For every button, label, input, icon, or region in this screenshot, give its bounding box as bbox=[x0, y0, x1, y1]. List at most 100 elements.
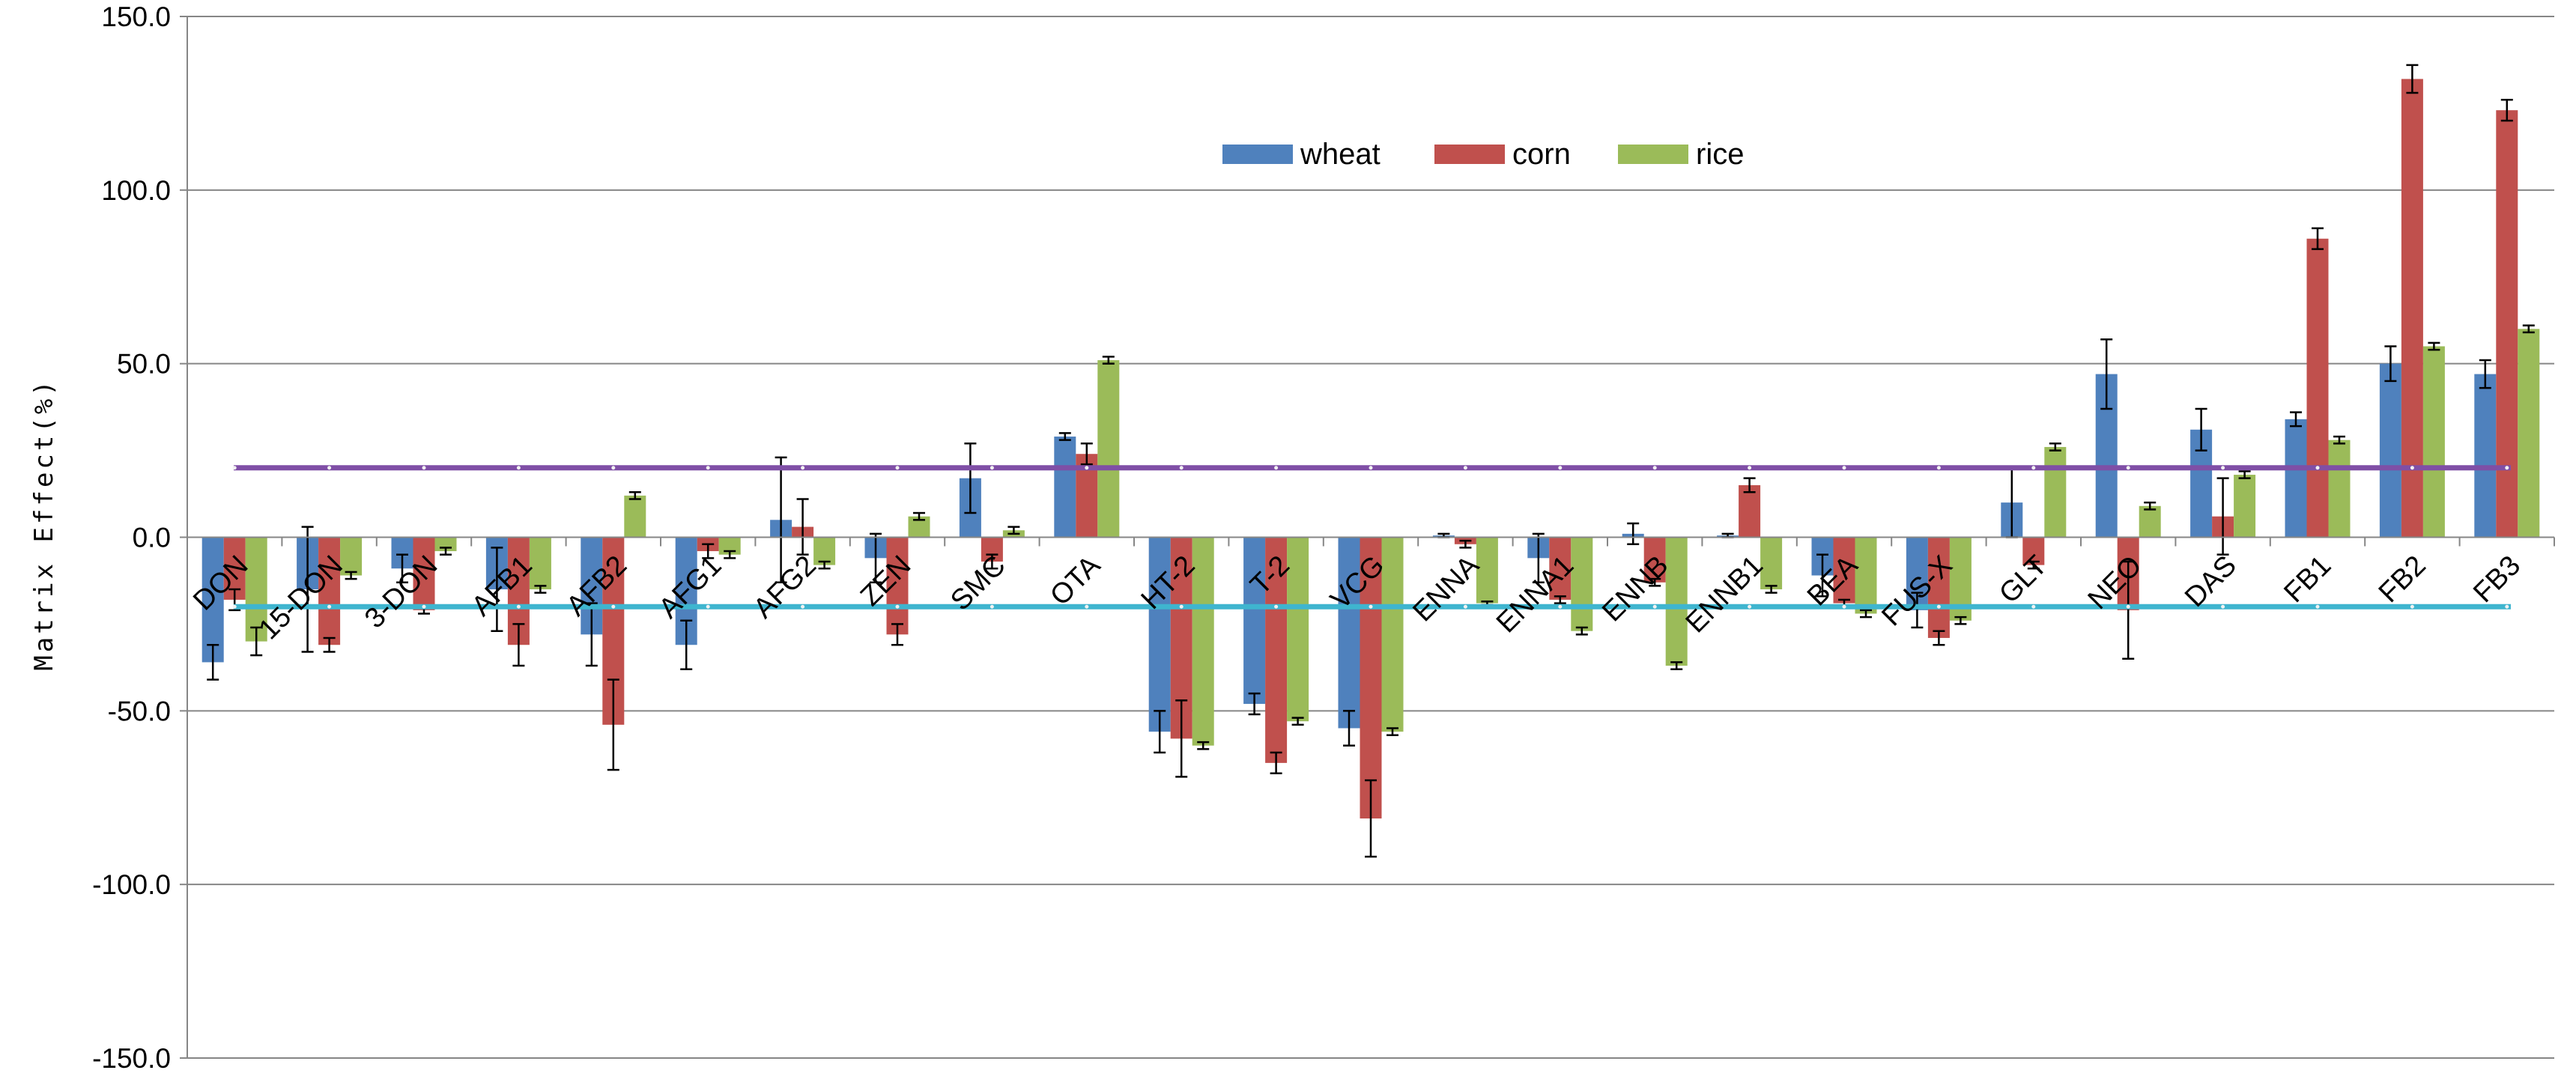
reference-marker bbox=[2505, 604, 2509, 609]
category-label: ENNB bbox=[1596, 550, 1674, 627]
category-label: ENNA bbox=[1407, 550, 1485, 628]
reference-marker bbox=[232, 466, 237, 470]
y-tick-label: -100.0 bbox=[92, 869, 171, 900]
bar-wheat-DON bbox=[201, 537, 224, 663]
bar-wheat-OTA bbox=[1054, 437, 1076, 538]
reference-marker bbox=[2410, 466, 2414, 470]
reference-marker bbox=[2221, 466, 2225, 470]
bar-rice-FB1 bbox=[2328, 440, 2351, 538]
bar-corn-FUS-X bbox=[1927, 537, 1950, 638]
bar-corn-ENNB bbox=[1643, 537, 1666, 583]
reference-marker bbox=[611, 604, 616, 609]
y-tick-label: 150.0 bbox=[101, 1, 171, 32]
reference-marker bbox=[706, 466, 710, 470]
reference-marker bbox=[516, 466, 521, 470]
bar-wheat-VCG bbox=[1338, 537, 1360, 729]
bar-rice-AFB1 bbox=[529, 537, 551, 590]
bar-rice-T-2 bbox=[1287, 537, 1309, 722]
reference-marker bbox=[801, 466, 805, 470]
reference-marker bbox=[1274, 604, 1279, 609]
bar-rice-AFG2 bbox=[813, 537, 836, 565]
error-bars bbox=[207, 64, 2535, 858]
bar-rice-NEO bbox=[2139, 505, 2161, 538]
bar-rice-FB2 bbox=[2422, 346, 2445, 538]
reference-marker bbox=[1936, 466, 1941, 470]
reference-marker bbox=[611, 466, 616, 470]
bar-corn-BEA bbox=[1833, 537, 1855, 604]
y-axis-title: Matrix Effect(%) bbox=[29, 377, 59, 671]
reference-marker bbox=[2315, 604, 2320, 609]
bar-rice-FB3 bbox=[2518, 329, 2540, 538]
legend-swatch-wheat bbox=[1222, 145, 1293, 164]
bar-rice-15-DON bbox=[340, 537, 363, 576]
bar-rice-ENNB1 bbox=[1760, 537, 1783, 590]
reference-marker bbox=[2315, 466, 2320, 470]
bar-corn-15-DON bbox=[318, 537, 341, 645]
reference-marker bbox=[1748, 604, 1752, 609]
reference-marker bbox=[1652, 466, 1657, 470]
reference-lines bbox=[232, 465, 2511, 610]
bar-rice-DON bbox=[245, 537, 267, 642]
category-label: FB3 bbox=[2467, 550, 2527, 609]
reference-marker bbox=[2031, 604, 2036, 609]
reference-marker bbox=[2031, 466, 2036, 470]
bar-rice-BEA bbox=[1855, 537, 1877, 614]
reference-marker bbox=[516, 604, 521, 609]
bar-rice-ENNA1 bbox=[1571, 537, 1593, 631]
reference-marker bbox=[1842, 604, 1846, 609]
reference-marker bbox=[1558, 604, 1563, 609]
y-tick-label: 100.0 bbox=[101, 175, 171, 206]
reference-marker bbox=[895, 604, 900, 609]
category-label: FB2 bbox=[2373, 550, 2432, 609]
bar-rice-HT-2 bbox=[1192, 537, 1214, 746]
reference-marker bbox=[1558, 466, 1563, 470]
reference-marker bbox=[1748, 466, 1752, 470]
reference-marker bbox=[2505, 466, 2509, 470]
reference-marker bbox=[327, 466, 332, 470]
reference-marker bbox=[422, 466, 426, 470]
bar-corn-FB1 bbox=[2306, 238, 2329, 538]
category-label: AFG2 bbox=[748, 550, 822, 624]
bar-corn-3-DON bbox=[413, 537, 435, 610]
reference-marker bbox=[1652, 604, 1657, 609]
y-tick-label: -50.0 bbox=[108, 696, 171, 726]
reference-marker bbox=[2126, 466, 2130, 470]
reference-marker bbox=[1463, 604, 1467, 609]
reference-marker bbox=[2410, 604, 2414, 609]
reference-marker bbox=[422, 604, 426, 609]
legend-label-wheat: wheat bbox=[1300, 138, 1381, 171]
legend-swatch-rice bbox=[1618, 145, 1688, 164]
legend-swatch-corn bbox=[1434, 145, 1505, 164]
legend-label-rice: rice bbox=[1696, 138, 1744, 171]
bar-wheat-FB3 bbox=[2474, 374, 2497, 538]
bar-corn-FB3 bbox=[2496, 110, 2518, 538]
bar-wheat-FB2 bbox=[2379, 363, 2401, 538]
bar-rice-AFB2 bbox=[624, 495, 646, 538]
bar-rice-OTA bbox=[1097, 360, 1120, 538]
y-tick-label: -150.0 bbox=[92, 1043, 171, 1074]
bar-corn-GLT bbox=[2022, 537, 2045, 565]
reference-marker bbox=[2126, 604, 2130, 609]
bar-rice-ENNB bbox=[1665, 537, 1688, 666]
bar-corn-VCG bbox=[1360, 537, 1382, 819]
reference-marker bbox=[990, 604, 994, 609]
bar-corn-ENNB1 bbox=[1739, 484, 1761, 538]
reference-marker bbox=[706, 604, 710, 609]
axes: 150.0 100.0 50.0 0.0 -50.0 -100.0 -150.0 bbox=[92, 1, 2555, 1074]
y-tick-label: 50.0 bbox=[117, 349, 171, 380]
legend: wheat corn rice bbox=[1222, 138, 1744, 171]
reference-marker bbox=[1085, 604, 1089, 609]
reference-marker bbox=[1936, 604, 1941, 609]
bar-rice-ENNA bbox=[1476, 537, 1498, 604]
category-label: DAS bbox=[2179, 550, 2243, 613]
legend-label-corn: corn bbox=[1512, 138, 1571, 171]
reference-marker bbox=[990, 466, 994, 470]
bar-wheat-FB1 bbox=[2285, 419, 2307, 538]
bar-wheat-HT-2 bbox=[1148, 537, 1171, 732]
bar-corn-ZEN bbox=[886, 537, 909, 635]
bar-rice-DAS bbox=[2234, 475, 2256, 538]
reference-marker bbox=[1369, 466, 1373, 470]
reference-marker bbox=[801, 604, 805, 609]
